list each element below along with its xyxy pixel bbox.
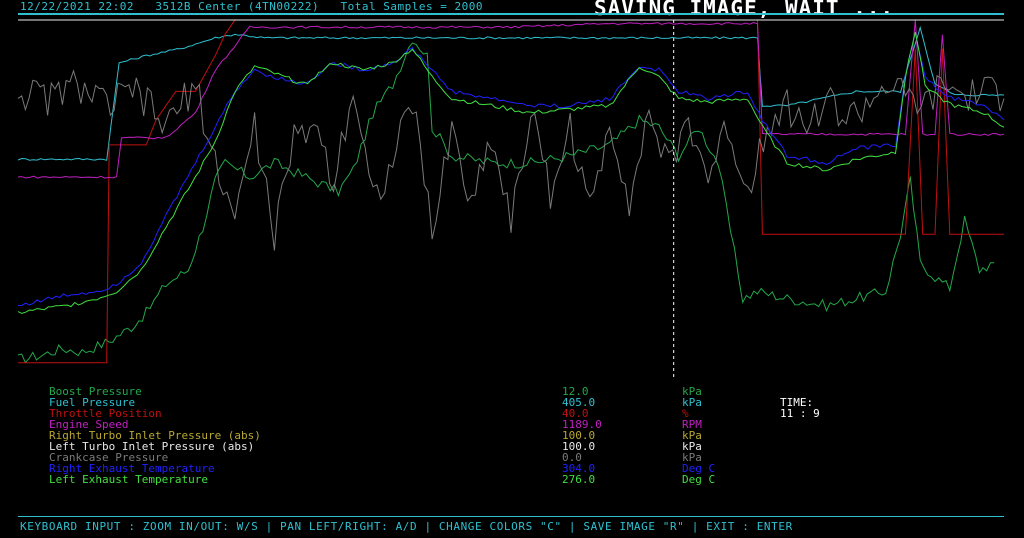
series-line-right-exhaust-temperature [17,32,1005,307]
legend-name: Left Turbo Inlet Pressure (abs) [49,440,255,453]
legend-unit: kPa [682,429,702,442]
legend-value: 100.0 [562,440,596,453]
legend-row: Engine Speed 1189.0 RPM [49,419,749,430]
legend-value: 0.0 [562,451,582,464]
trend-plot[interactable] [0,0,1024,380]
header-samples: Total Samples = 2000 [340,0,483,13]
legend-unit: kPa [682,385,702,398]
legend-unit: kPa [682,451,702,464]
series-line-crankcase-pressure [17,69,1005,251]
legend-row: Boost Pressure 12.0 kPa [49,386,749,397]
series-line-boost-pressure [17,42,995,364]
legend-name: Left Exhaust Temperature [49,473,208,486]
bottom-divider [18,516,1004,517]
series-line-left-exhaust-temperature [17,31,1005,314]
legend-name: Throttle Position [49,407,162,420]
legend-value: 276.0 [562,473,596,486]
legend-value: 12.0 [562,385,589,398]
legend-value: 405.0 [562,396,596,409]
legend-unit: Deg C [682,473,716,486]
legend-row: Right Exhaust Temperature 304.0 Deg C [49,463,749,474]
legend-value: 100.0 [562,429,596,442]
status-message: SAVING IMAGE, WAIT ... [594,0,895,20]
time-value: 11 : 9 [780,407,820,420]
legend-unit: kPa [682,396,702,409]
legend-value: 304.0 [562,462,596,475]
header-bar: 12/22/2021 22:02 3512B Center (4TN00222)… [20,0,483,13]
legend-unit: Deg C [682,462,716,475]
legend-name: Crankcase Pressure [49,451,169,464]
keyboard-help: KEYBOARD INPUT : ZOOM IN/OUT: W/S | PAN … [20,520,793,533]
legend-unit: RPM [682,418,702,431]
series-line-engine-speed [17,20,1005,179]
legend-name: Engine Speed [49,418,129,431]
legend-name: Boost Pressure [49,385,142,398]
time-label: TIME: [780,396,814,409]
header-date-time: 12/22/2021 22:02 [20,0,134,13]
legend-row: Right Turbo Inlet Pressure (abs) 100.0 kPa [49,430,749,441]
legend-value: 40.0 [562,407,589,420]
header-machine: 3512B Center (4TN00222) [155,0,320,13]
legend-row: Crankcase Pressure 0.0 kPa [49,452,749,463]
legend-name: Right Turbo Inlet Pressure (abs) [49,429,261,442]
legend-name: Right Exhaust Temperature [49,462,215,475]
top-divider [18,13,1004,15]
legend-row: Left Turbo Inlet Pressure (abs) 100.0 kPa [49,441,749,452]
legend-unit: % [682,407,689,420]
legend: Boost Pressure 12.0 kPa Fuel Pressure 405.0 k… [49,386,749,485]
legend-value: 1189.0 [562,418,602,431]
legend-row: Left Exhaust Temperature 276.0 Deg C [49,474,749,485]
legend-name: Fuel Pressure [49,396,136,409]
legend-row: Throttle Position 40.0% [49,408,749,419]
series-line-fuel-pressure [17,25,1005,161]
series-line-throttle-position [18,19,1004,364]
legend-row: Fuel Pressure 405.0 kPa [49,397,749,408]
legend-unit: kPa [682,440,702,453]
